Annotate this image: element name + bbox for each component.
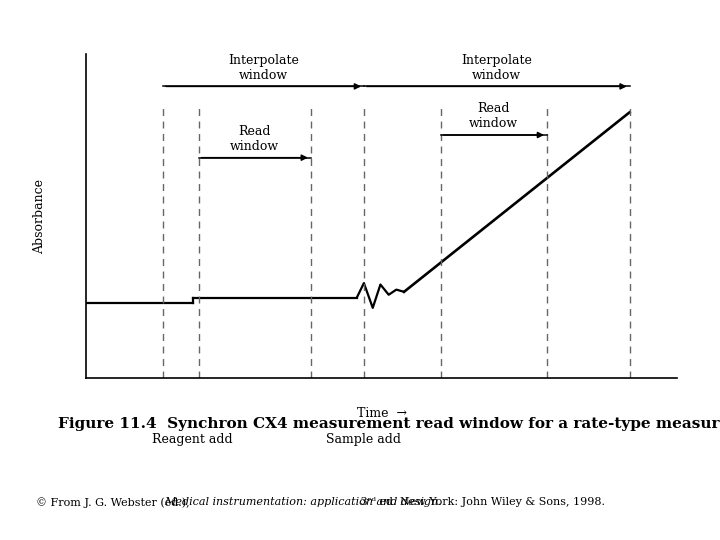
Text: © From J. G. Webster (ed.),: © From J. G. Webster (ed.),	[36, 497, 193, 508]
Text: Time  →: Time →	[356, 407, 407, 420]
Text: Interpolate
window: Interpolate window	[462, 53, 532, 82]
Text: Figure 11.4  Synchron CX4 measurement read window for a rate-type measurement: Figure 11.4 Synchron CX4 measurement rea…	[58, 417, 720, 431]
Text: Read
window: Read window	[230, 125, 279, 153]
Text: Reagent add: Reagent add	[153, 433, 233, 446]
Text: Medical instrumentation: application and design.: Medical instrumentation: application and…	[164, 497, 442, 507]
Text: 3ʳᵈ ed. New York: John Wiley & Sons, 1998.: 3ʳᵈ ed. New York: John Wiley & Sons, 199…	[357, 497, 605, 507]
Text: Read
window: Read window	[469, 102, 518, 130]
Text: Absorbance: Absorbance	[32, 179, 45, 253]
Text: Sample add: Sample add	[326, 433, 401, 446]
Text: Interpolate
window: Interpolate window	[228, 53, 299, 82]
